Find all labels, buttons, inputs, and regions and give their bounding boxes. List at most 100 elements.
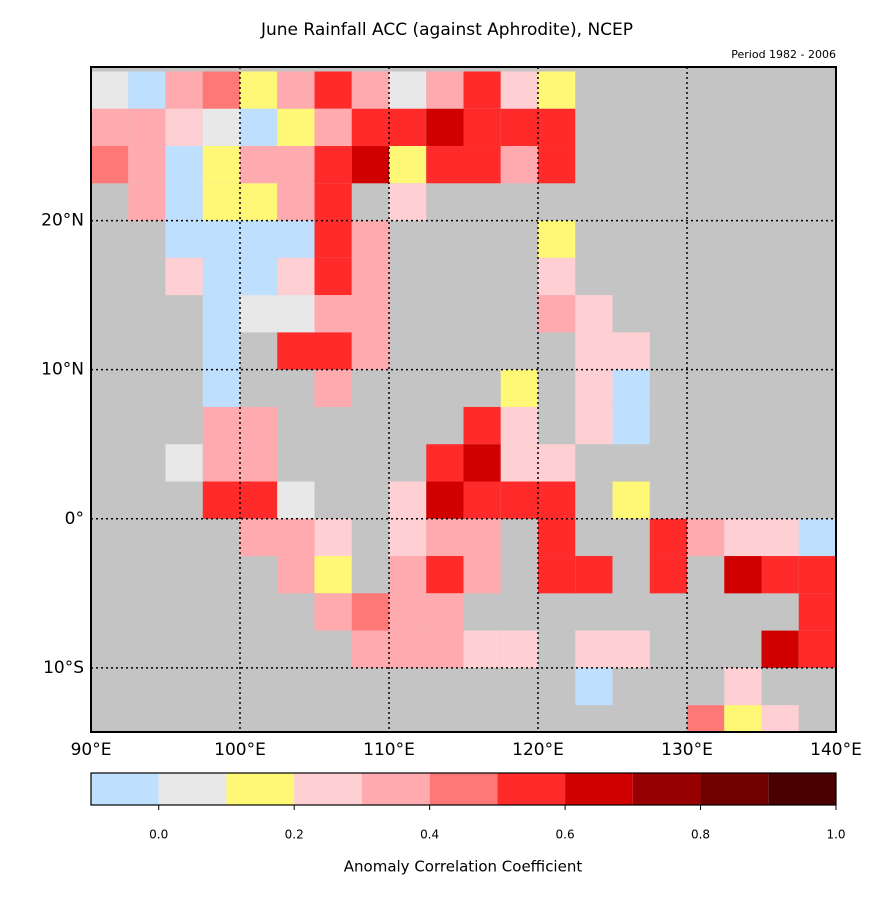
y-tick-label: 0° [65,509,84,529]
cell [165,108,203,147]
cell [277,257,315,296]
cell [500,481,538,519]
cell [314,332,352,370]
cell [91,108,129,147]
cell [426,556,464,594]
cell [426,444,464,482]
cell [351,257,389,296]
colorbar-swatch [294,773,362,805]
cell [202,444,240,482]
x-tick-label: 110°E [363,740,415,760]
cell [240,146,278,184]
cell [761,705,799,732]
cell [202,146,240,184]
cell [575,556,613,594]
cell [240,71,278,109]
cell [202,406,240,445]
cell [91,71,129,109]
cell [426,630,464,668]
cell [389,593,427,631]
cell [202,71,240,109]
cell [165,444,203,482]
chart-subtitle: Period 1982 - 2006 [731,48,836,61]
cell [165,71,203,109]
cell [351,71,389,109]
cell [463,518,501,557]
cell [240,444,278,482]
cell [538,518,576,557]
cell [500,630,538,668]
cell [575,630,613,668]
x-tick-label: 90°E [71,740,112,760]
cell [575,667,613,706]
colorbar-tick-label: 0.2 [285,828,304,842]
cell [500,108,538,147]
y-tick-label: 10°N [41,360,84,380]
cell [798,630,836,668]
cell [240,257,278,296]
cell [463,71,501,109]
cell [389,183,427,221]
cell [389,108,427,147]
colorbar-frame [90,772,837,806]
cell [538,257,576,296]
cell [649,518,687,557]
cell [389,481,427,519]
cell [165,257,203,296]
cell [612,406,650,445]
colorbar-tick-label: 0.0 [149,828,168,842]
cell [202,183,240,221]
cell [314,71,352,109]
cell [165,146,203,184]
cell [91,146,129,184]
cell [426,481,464,519]
cell [277,71,315,109]
cell [314,220,352,258]
cell [612,369,650,407]
cell [240,295,278,333]
cell [389,556,427,594]
cell [240,518,278,557]
colorbar-swatch [565,773,633,805]
cell [240,183,278,221]
x-tick-label: 120°E [512,740,564,760]
colorbar-tick-label: 0.6 [556,828,575,842]
cell [165,183,203,221]
cell [463,108,501,147]
cell [500,406,538,445]
x-tick-label: 100°E [214,740,266,760]
cell [612,481,650,519]
cell [426,108,464,147]
chart-title: June Rainfall ACC (against Aphrodite), N… [260,20,633,40]
cell [575,332,613,370]
cell [612,332,650,370]
cell [202,220,240,258]
cell [277,146,315,184]
cell [389,71,427,109]
cell [277,481,315,519]
cell [538,481,576,519]
cell [761,630,799,668]
cell [500,71,538,109]
cell [575,406,613,445]
cell [426,71,464,109]
cell [202,257,240,296]
colorbar-swatch [700,773,769,805]
cell [724,556,762,594]
cell [314,108,352,147]
cell [314,518,352,557]
colorbar-swatch [497,773,566,805]
cell [687,705,725,732]
cell [314,295,352,333]
cell [351,220,389,258]
cell [277,556,315,594]
cell [351,332,389,370]
cell [538,444,576,482]
cell [761,556,799,594]
cell [426,593,464,631]
cell [649,556,687,594]
cell [463,444,501,482]
cell [202,369,240,407]
cell [277,108,315,147]
cell [389,630,427,668]
